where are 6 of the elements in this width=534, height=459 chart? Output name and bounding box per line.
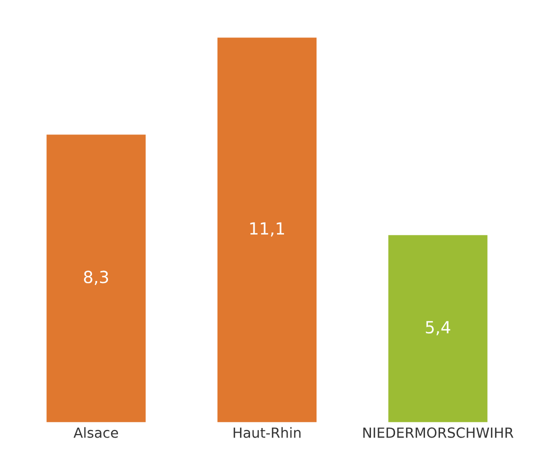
x-tick-label: NIEDERMORSCHWIHR xyxy=(363,427,514,438)
data-label: 8,3 xyxy=(84,270,108,285)
x-tick-label: Alsace xyxy=(74,427,118,438)
x-tick-label: Haut-Rhin xyxy=(234,427,300,438)
data-label: 5,4 xyxy=(426,321,450,336)
data-label: 11,1 xyxy=(250,222,284,236)
